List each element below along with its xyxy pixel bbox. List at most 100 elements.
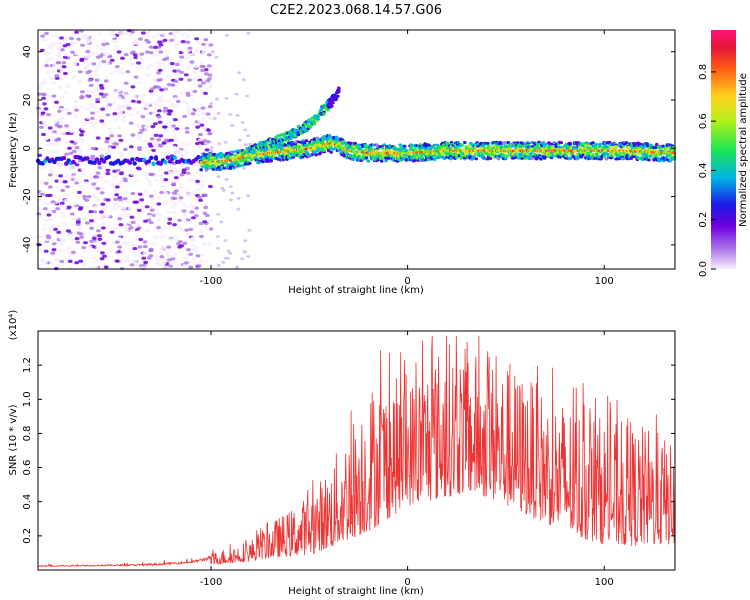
spectrogram-cell-1314 [156, 196, 162, 200]
spectrogram-cell-1159 [122, 197, 128, 201]
spectrogram-cell-991 [162, 125, 167, 129]
spectrogram-cell-2851 [432, 158, 437, 161]
spectrogram-cell-2252 [326, 136, 331, 140]
spectrogram-cell-544 [46, 87, 51, 91]
spectrogram-cell-1217 [148, 45, 154, 49]
spectrogram-cell-975 [170, 129, 176, 133]
spectrogram-cell-418 [148, 182, 153, 186]
spectrogram-cell-868 [116, 107, 122, 111]
spectrogram-cell-2800 [424, 147, 428, 151]
spectrogram-cell-1481 [85, 156, 90, 161]
spectrogram-cell-1076 [41, 120, 47, 124]
spectrogram-cell-1194 [167, 225, 173, 229]
spectrogram-cell-1174 [56, 46, 62, 50]
spectrogram-cell-45 [72, 105, 78, 109]
spectrogram-cell-602 [129, 63, 134, 67]
spectrogram-xtick-label-0: -100 [200, 276, 223, 287]
spectrogram-cell-475 [80, 263, 86, 267]
spectrogram-cell-1069 [104, 140, 110, 144]
spectrogram-cell-904 [199, 61, 205, 65]
spectrogram-cell-550 [118, 67, 124, 71]
snr-ytick-label-4: 1.0 [22, 391, 33, 407]
snr-xtick-label-2: 100 [595, 577, 614, 588]
spectrogram-cell-914 [201, 241, 207, 246]
spectrogram-cell-1285 [120, 56, 125, 60]
spectrogram-cell-1203 [82, 34, 87, 38]
spectrogram-cell-1066 [93, 69, 99, 73]
spectrogram-cell-1313 [158, 50, 164, 54]
spectrogram-cell-1303 [171, 191, 177, 195]
spectrogram-cell-737 [111, 39, 117, 44]
spectrogram-cell-2593 [386, 156, 391, 160]
spectrogram-cell-1157 [144, 177, 150, 181]
spectrogram-cell-282 [169, 38, 175, 42]
spectrogram-cell-586 [48, 229, 54, 233]
spectrogram-cell-3368 [524, 156, 528, 160]
spectrogram-cell-818 [141, 154, 146, 158]
spectrogram-cell-1976 [278, 154, 282, 158]
spectrogram-cell-495 [142, 139, 148, 143]
spectrogram-cell-956 [123, 139, 129, 143]
spectrogram-cell-1296 [71, 75, 77, 80]
spectrogram-cell-979 [62, 107, 68, 111]
spectrogram-cell-2466 [364, 156, 369, 160]
spectrogram-cell-683 [40, 34, 45, 38]
spectrogram-cell-1050 [159, 184, 165, 189]
spectrogram-cell-1350 [166, 112, 172, 116]
spectrogram-cell-764 [167, 237, 173, 241]
spectrogram-cell-1291 [76, 227, 82, 231]
spectrogram-cell-1028 [174, 179, 180, 183]
spectrogram-cell-1411 [243, 128, 248, 132]
spectrogram-cell-1180 [188, 252, 194, 256]
spectrogram-cell-2505 [371, 143, 376, 147]
spectrogram-cell-1367 [155, 260, 161, 264]
spectrogram-cell-335 [125, 70, 131, 74]
spectrogram-cell-285 [39, 125, 44, 129]
spectrogram-cell-1002 [143, 128, 149, 132]
spectrogram-cell-1457 [221, 261, 226, 264]
spectrogram-cell-1259 [91, 182, 97, 186]
spectrogram-cell-1400 [240, 121, 245, 124]
spectrogram-cell-691 [166, 254, 172, 258]
spectrogram-cell-913 [172, 35, 178, 39]
snr-series-line [37, 335, 676, 568]
spectrogram-cell-901 [36, 212, 42, 216]
spectrogram-cell-447 [119, 30, 124, 35]
spectrogram-cell-526 [156, 258, 161, 262]
spectrogram-cell-799 [158, 134, 164, 138]
spectrogram-cell-967 [101, 147, 107, 151]
spectrogram-cell-228 [74, 261, 80, 265]
spectrogram-cell-1401 [215, 235, 220, 238]
spectrogram-cell-489 [173, 97, 179, 101]
spectrogram-cell-1129 [149, 87, 155, 91]
spectrogram-cell-1230 [43, 244, 48, 248]
spectrogram-cell-252 [116, 126, 122, 130]
spectrogram-cell-1113 [160, 104, 166, 108]
spectrogram-cell-1360 [172, 260, 178, 264]
spectrogram-cell-1176 [105, 137, 110, 141]
snr-xlabel: Height of straight line (km) [288, 586, 424, 597]
spectrogram-cell-1218 [121, 206, 127, 210]
spectrogram-cell-1772 [241, 159, 246, 163]
spectrogram-cell-626 [129, 263, 135, 267]
spectrogram-cell-1475 [71, 159, 76, 165]
spectrogram-cell-4235 [256, 150, 261, 154]
spectrogram-cell-485 [112, 118, 118, 122]
spectrogram-cell-1415 [235, 114, 240, 117]
spectrogram-cell-877 [147, 63, 153, 68]
spectrogram-cell-1421 [216, 247, 220, 250]
spectrogram-cell-311 [167, 217, 173, 221]
spectrogram-cell-867 [81, 163, 87, 167]
spectrogram-cell-1207 [137, 147, 142, 152]
spectrogram-cell-1276 [48, 168, 54, 172]
spectrogram-cell-217 [91, 185, 96, 189]
spectrogram-cell-1383 [98, 54, 104, 58]
spectrogram-cell-1168 [149, 208, 155, 212]
spectrogram-cell-840 [195, 113, 201, 117]
spectrogram-cell-595 [86, 195, 92, 199]
spectrogram-cell-1150 [206, 128, 212, 132]
spectrogram-cell-238 [104, 97, 110, 101]
spectrogram-cell-3146 [485, 152, 489, 156]
spectrogram-cell-4182 [668, 159, 672, 163]
spectrogram-cell-647 [51, 248, 57, 252]
